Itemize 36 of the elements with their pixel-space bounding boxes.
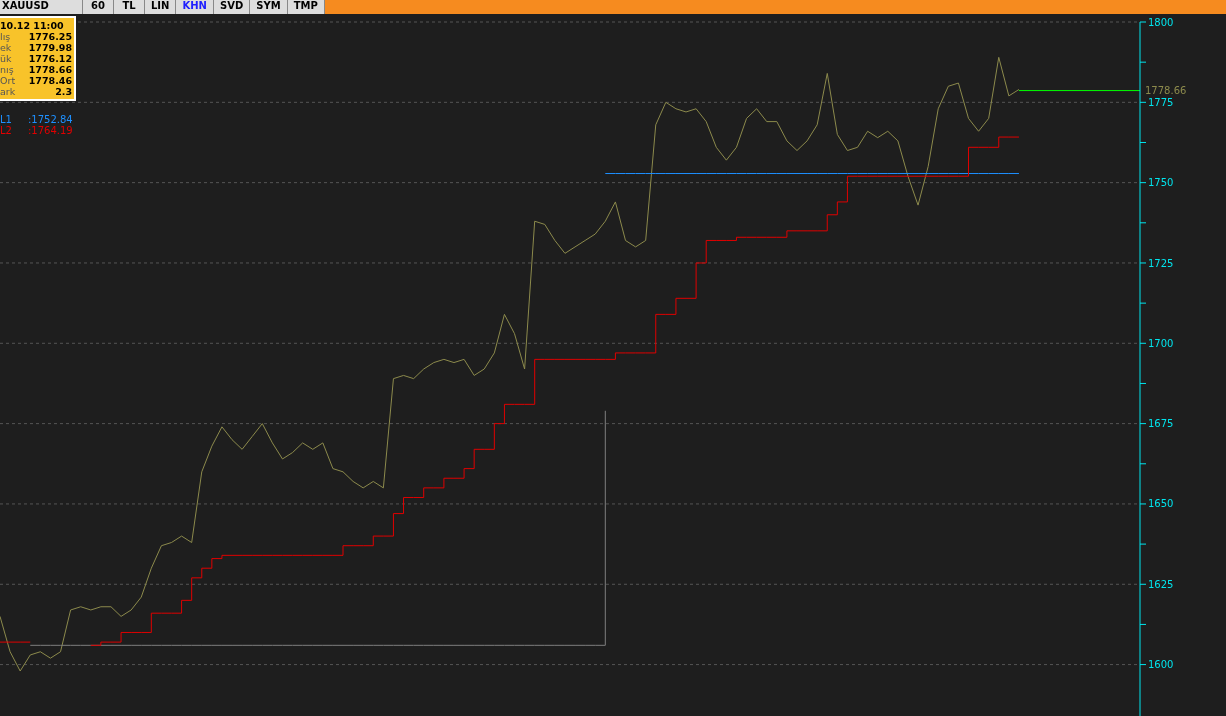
text: SVD	[213, 0, 251, 14]
annotation: nış	[0, 64, 14, 75]
text: L2	[0, 125, 12, 136]
y-tick-label: 1700	[1148, 337, 1174, 349]
annotation: 1776.12	[28, 53, 72, 64]
annotation: 10.12 11:00	[0, 20, 65, 31]
text: 60	[83, 0, 114, 14]
y-tick-label: 1675	[1148, 418, 1174, 430]
annotation: ek	[0, 42, 12, 53]
text: LIN	[145, 0, 177, 14]
text: L1	[0, 114, 12, 125]
annotation: 1779.98	[28, 42, 72, 53]
annotation: Ort	[0, 75, 16, 86]
annotation: lış	[0, 31, 11, 42]
annotation: ark	[0, 86, 16, 97]
y-tick-label: 1750	[1148, 177, 1174, 189]
annotation: ük	[0, 53, 12, 64]
text: KHN	[176, 0, 214, 14]
y-tick-label: 1800	[1148, 16, 1174, 28]
annotation: 1778.46	[28, 75, 72, 86]
text: TL	[114, 0, 145, 14]
y-tick-label: 1625	[1148, 578, 1174, 590]
line-series	[0, 56, 1020, 672]
y-tick-label: 1650	[1148, 498, 1174, 510]
ref-line-label: 1778.66	[1145, 85, 1187, 97]
annotation: :1764.19	[27, 125, 73, 136]
annotation: 1776.25	[28, 31, 72, 42]
annotation: 2.3	[55, 86, 72, 97]
text: SYM	[250, 0, 288, 14]
annotation: 1778.66	[28, 64, 72, 75]
chart-title: XAUUSD	[0, 0, 83, 14]
y-tick-label: 1775	[1148, 96, 1174, 108]
y-tick-label: 1725	[1148, 257, 1174, 269]
y-tick-label: 1600	[1148, 659, 1174, 671]
text: TMP	[287, 0, 325, 14]
annotation: :1752.84	[27, 114, 73, 125]
